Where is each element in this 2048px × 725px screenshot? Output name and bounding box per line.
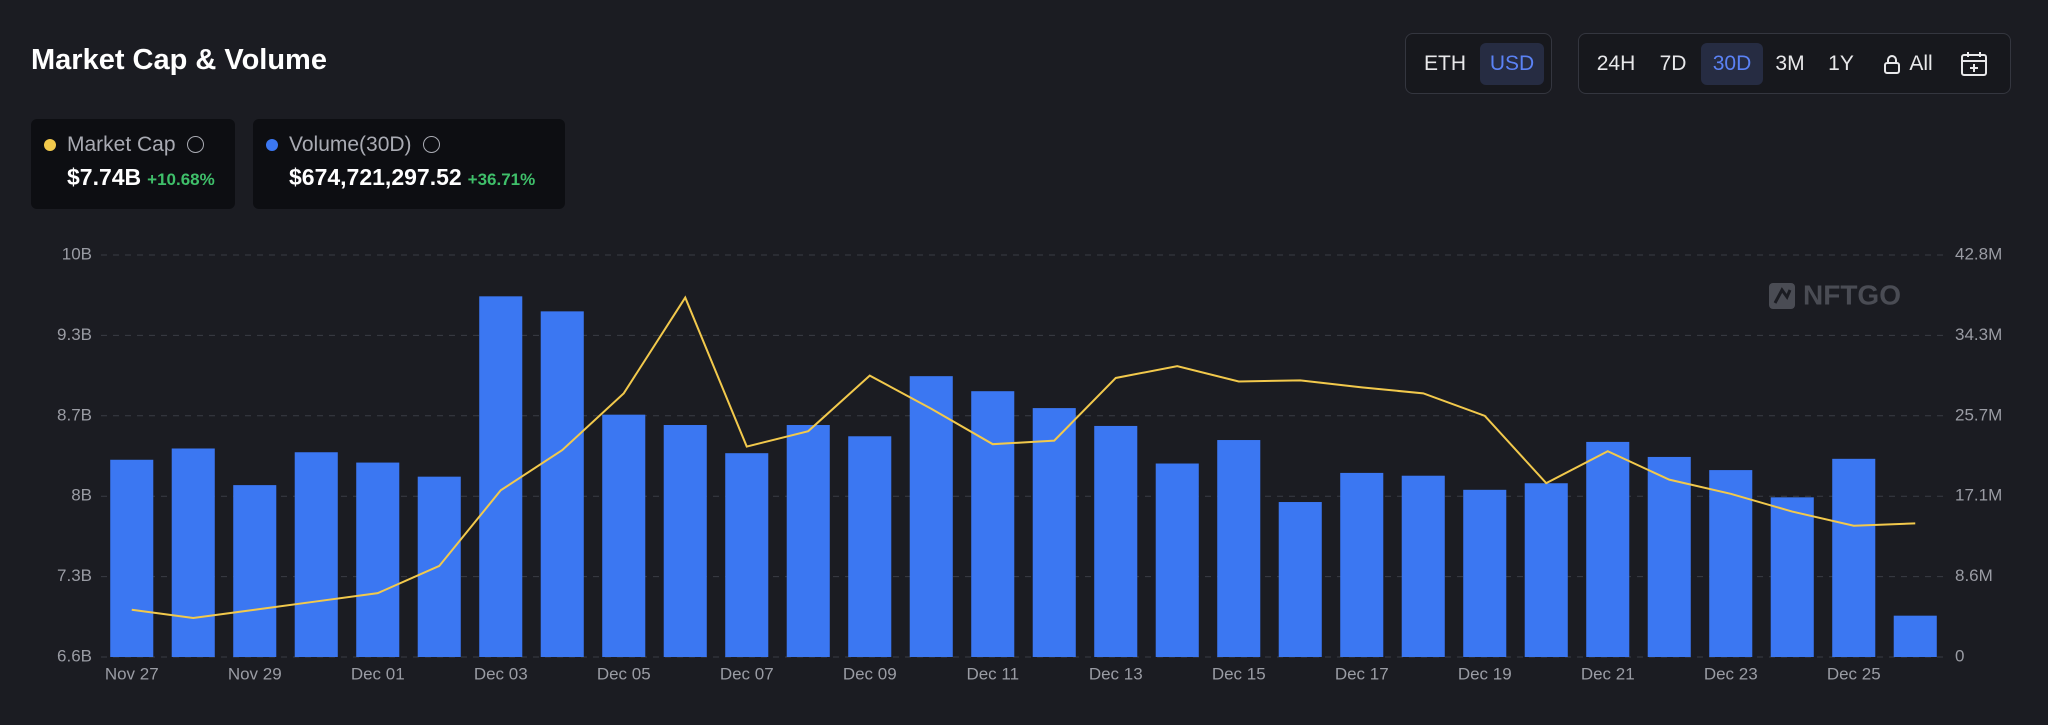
bar	[1832, 458, 1876, 657]
page-title: Market Cap & Volume	[31, 44, 327, 76]
x-tick-label: Dec 07	[720, 664, 774, 683]
x-tick-label: Dec 05	[597, 664, 651, 683]
bar	[1463, 489, 1507, 657]
range-button[interactable]: 24H	[1596, 52, 1636, 75]
summary: $7.74B	[67, 164, 142, 190]
bar	[786, 425, 830, 657]
bar	[1032, 408, 1076, 657]
bar	[1401, 475, 1445, 657]
legend-card: Market Cap $7.74B +10.68%	[31, 119, 235, 209]
bar	[233, 485, 277, 657]
legend-label: Volume(30D)	[289, 133, 412, 156]
x-tick-label: Nov 29	[228, 664, 282, 683]
summary: $674,721,297.52	[289, 164, 462, 190]
change: +10.68%	[147, 170, 215, 189]
bar	[1586, 441, 1630, 657]
x-tick-label: Dec 01	[351, 664, 405, 683]
legend-dot	[44, 139, 56, 151]
y-tick-label: 9.3B	[57, 325, 92, 344]
y-tick-label: 8.7B	[57, 405, 92, 424]
bar	[1155, 463, 1199, 657]
y2-tick-label: 42.8M	[1955, 244, 2002, 263]
watermark: NFTGO	[1769, 279, 1901, 310]
legend-dot	[266, 139, 278, 151]
bar	[1524, 483, 1568, 657]
bar	[294, 452, 338, 657]
currency-toggle: ETH USD	[1405, 33, 1552, 94]
y2-tick-label: 25.7M	[1955, 405, 2002, 424]
range-button[interactable]: 30D	[1701, 43, 1763, 85]
bar	[848, 436, 892, 657]
x-tick-label: Dec 13	[1089, 664, 1143, 683]
x-tick-label: Nov 27	[105, 664, 159, 683]
bar	[602, 414, 646, 657]
bar	[663, 425, 707, 657]
bar	[909, 376, 953, 657]
bar	[1709, 470, 1753, 657]
y-tick-label: 10B	[62, 244, 92, 263]
range-button[interactable]: 3M	[1775, 52, 1805, 75]
bar	[1770, 497, 1814, 657]
x-tick-label: Dec 15	[1212, 664, 1266, 683]
y2-tick-label: 34.3M	[1955, 325, 2002, 344]
x-tick-label: Dec 19	[1458, 664, 1512, 683]
bar	[110, 459, 154, 657]
range-toggle: 24H 7D 30D 3M 1Y All	[1578, 33, 2011, 94]
lock-icon	[1884, 55, 1900, 74]
line	[131, 295, 1916, 619]
x-tick-label: Dec 25	[1827, 664, 1881, 683]
y2-tick-label: 8.6M	[1955, 566, 1993, 585]
bar	[725, 453, 769, 657]
legend-value: $7.74B +10.68%	[67, 164, 215, 191]
currency-button[interactable]: ETH	[1424, 52, 1466, 75]
y2-tick-label: 0	[1955, 646, 1964, 665]
range-button[interactable]: 7D	[1659, 52, 1687, 75]
x-tick-label: Dec 11	[966, 664, 1019, 683]
range-button[interactable]: 1Y	[1828, 52, 1854, 75]
x-tick-label: Dec 09	[843, 664, 897, 683]
bar	[971, 391, 1015, 657]
x-tick-label: Dec 03	[474, 664, 528, 683]
bar	[1094, 425, 1138, 657]
y-tick-label: 8B	[71, 486, 92, 505]
y-tick-label: 6.6B	[57, 646, 92, 665]
bar	[1893, 615, 1937, 657]
bar	[1278, 502, 1322, 657]
bar	[356, 462, 400, 657]
watermark-text: NFTGO	[1803, 279, 1901, 310]
bar	[171, 448, 215, 657]
bar	[1647, 456, 1691, 657]
bar	[1340, 472, 1384, 657]
legend-name: Volume(30D)	[289, 133, 441, 157]
legend-card: Volume(30D) $674,721,297.52 +36.71%	[253, 119, 565, 209]
currency-button[interactable]: USD	[1480, 43, 1544, 85]
legend-value: $674,721,297.52 +36.71%	[289, 164, 535, 191]
x-tick-label: Dec 17	[1335, 664, 1389, 683]
legend-label: Market Cap	[67, 133, 176, 156]
bar	[540, 311, 584, 657]
x-tick-label: Dec 23	[1704, 664, 1758, 683]
bar	[1217, 440, 1261, 657]
change: +36.71%	[467, 170, 536, 189]
calendar-button[interactable]	[1960, 51, 1988, 77]
bar	[479, 296, 523, 657]
x-tick-label: Dec 21	[1581, 664, 1635, 683]
legend-name: Market Cap	[67, 133, 205, 157]
y-tick-label: 7.3B	[57, 566, 92, 585]
y2-tick-label: 17.1M	[1955, 486, 2002, 505]
range-button[interactable]: All	[1909, 52, 1933, 75]
